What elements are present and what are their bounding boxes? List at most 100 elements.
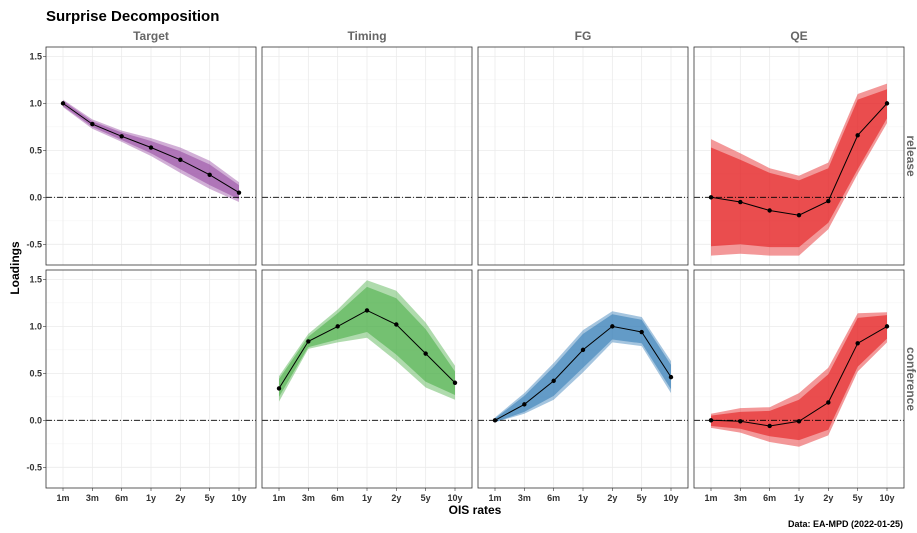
panel-conference-qe: 1m 3m 6m 1y 2y 5y 10y <box>693 269 905 503</box>
y-tick-label: 1.5 <box>29 274 42 284</box>
data-point <box>306 339 311 344</box>
x-tick-label: 6m <box>547 493 560 503</box>
chart-title: Surprise Decomposition <box>46 8 219 25</box>
x-tick-label: 1m <box>272 493 285 503</box>
data-point <box>884 101 890 106</box>
data-point <box>394 322 399 327</box>
data-point <box>452 380 458 385</box>
x-tick-label: 2y <box>391 493 401 503</box>
confidence-band-outer <box>279 280 455 402</box>
x-tick-label: 1y <box>578 493 588 503</box>
panel-release-fg <box>477 46 689 266</box>
x-tick-label: 1m <box>704 493 717 503</box>
data-point <box>551 378 556 384</box>
y-tick-label: 1.0 <box>29 321 42 331</box>
x-tick-label: 6m <box>763 493 776 503</box>
y-tick-label: 1.5 <box>29 51 42 61</box>
panel-conference-target: 1m 3m 6m 1y 2y 5y 10y <box>45 269 257 503</box>
data-point <box>884 324 890 329</box>
x-tick-label: 3m <box>302 493 315 503</box>
x-tick-label: 3m <box>734 493 747 503</box>
y-tick-label: -0.5 <box>26 462 42 472</box>
y-axis-title: Loadings <box>8 241 22 295</box>
data-point <box>423 351 428 356</box>
x-tick-label: 5y <box>421 493 431 503</box>
panel-border <box>45 46 257 266</box>
data-point <box>855 133 860 138</box>
data-point <box>767 423 772 429</box>
x-tick-label: 3m <box>86 493 99 503</box>
x-tick-label: 1y <box>362 493 372 503</box>
y-tick-label: 0.0 <box>29 415 42 425</box>
x-tick-label: 10y <box>663 493 678 503</box>
data-point <box>708 195 714 200</box>
confidence-band-inner <box>711 315 887 441</box>
x-tick-label: 10y <box>879 493 894 503</box>
y-tick-label: 0.5 <box>29 145 42 155</box>
data-point <box>767 208 772 213</box>
data-point <box>236 190 242 195</box>
panel-release-qe <box>693 46 905 266</box>
data-point <box>90 121 95 127</box>
facet-label-target: Target <box>133 29 169 43</box>
panel-release-target <box>45 46 257 266</box>
data-point <box>668 374 674 380</box>
data-point <box>276 386 282 391</box>
panel-border <box>693 46 905 266</box>
data-point <box>335 324 340 329</box>
data-point <box>796 212 802 218</box>
panel-conference-fg: 1m 3m 6m 1y 2y 5y 10y <box>477 269 689 503</box>
data-point <box>826 198 831 204</box>
x-tick-label: 6m <box>115 493 128 503</box>
facet-label-qe: QE <box>790 29 807 43</box>
x-tick-label: 2y <box>175 493 185 503</box>
data-source-caption: Data: EA-MPD (2022-01-25) <box>788 519 903 529</box>
facet-label-release: release <box>904 135 917 177</box>
x-tick-label: 10y <box>231 493 246 503</box>
data-point <box>60 101 66 106</box>
data-point <box>610 324 615 329</box>
x-tick-label: 1m <box>56 493 69 503</box>
data-point <box>826 400 831 405</box>
data-point <box>738 419 743 424</box>
panel-conference-timing: 1m 3m 6m 1y 2y 5y 10y <box>261 269 473 503</box>
facet-label-fg: FG <box>575 29 592 43</box>
panel-release-timing <box>261 46 473 266</box>
data-point <box>580 347 586 353</box>
data-point <box>796 419 802 424</box>
y-tick-label: -0.5 <box>26 239 42 249</box>
data-point <box>738 199 743 205</box>
x-tick-label: 6m <box>331 493 344 503</box>
data-point <box>207 172 212 177</box>
panel-border <box>261 46 473 266</box>
y-tick-label: 1.0 <box>29 98 42 108</box>
data-point <box>708 418 714 423</box>
x-tick-label: 2y <box>607 493 617 503</box>
x-axis-title: OIS rates <box>449 503 502 517</box>
x-tick-label: 1m <box>488 493 501 503</box>
facet-panels: Target Timing FG QE release conference -0.5 0.0… <box>26 29 917 503</box>
y-tick-label: 0.5 <box>29 368 42 378</box>
confidence-band-inner <box>279 286 455 397</box>
data-point <box>364 308 370 313</box>
panel-border <box>477 46 689 266</box>
x-tick-label: 5y <box>205 493 215 503</box>
x-tick-label: 1y <box>794 493 804 503</box>
data-point <box>522 402 527 407</box>
confidence-band-inner <box>495 314 671 423</box>
confidence-band-inner <box>711 89 887 248</box>
facet-label-conference: conference <box>904 347 917 411</box>
data-point <box>492 418 498 423</box>
confidence-band-inner <box>63 100 239 200</box>
facet-label-timing: Timing <box>347 29 386 43</box>
x-tick-label: 1y <box>146 493 156 503</box>
data-point <box>639 329 644 335</box>
x-tick-label: 3m <box>518 493 531 503</box>
data-point <box>119 134 124 139</box>
x-tick-label: 10y <box>447 493 462 503</box>
data-point <box>178 157 183 162</box>
y-tick-label: 0.0 <box>29 192 42 202</box>
x-tick-label: 5y <box>637 493 647 503</box>
x-tick-label: 5y <box>853 493 863 503</box>
